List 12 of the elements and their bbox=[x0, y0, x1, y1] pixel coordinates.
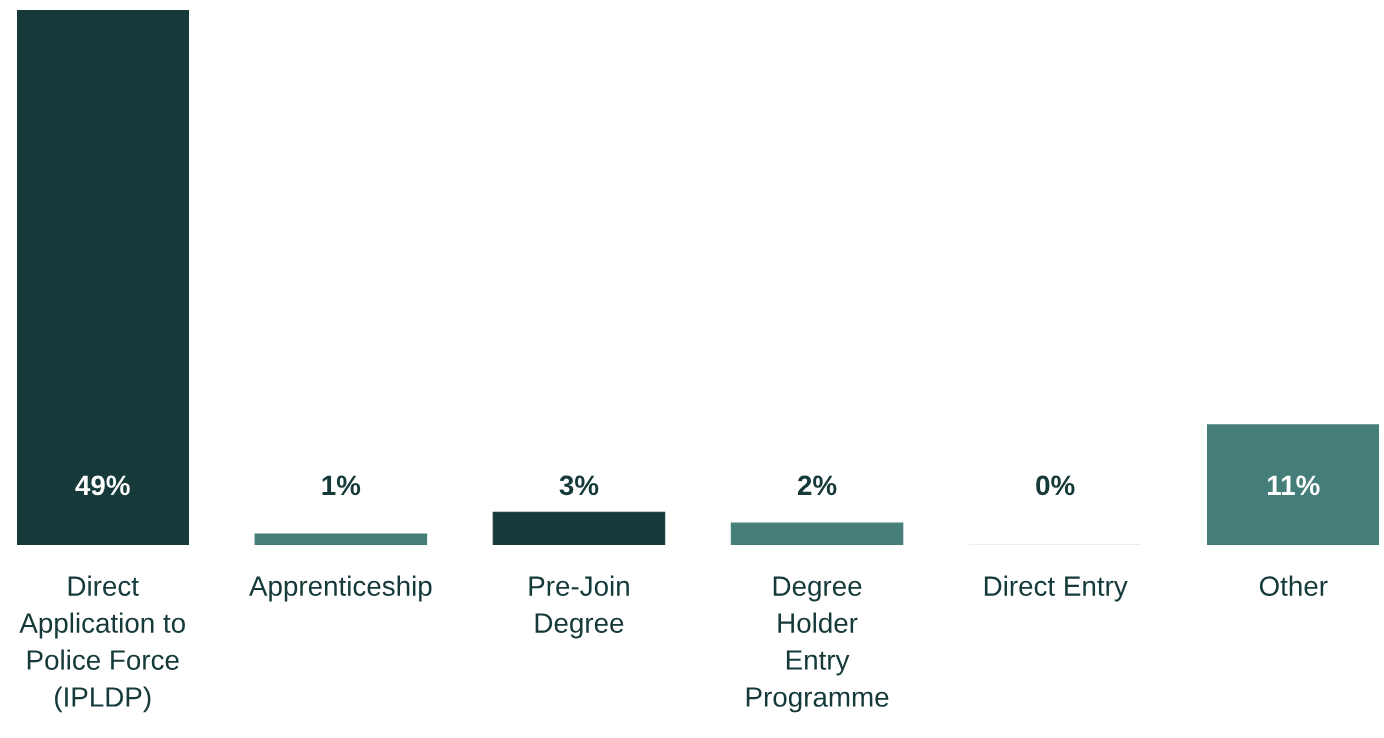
data-label: 0% bbox=[1036, 475, 1075, 496]
x-tick-label: Direct Entry bbox=[984, 575, 1128, 602]
x-tick-label: Other bbox=[1259, 575, 1328, 596]
x-tick-label: Pre-Join Degree bbox=[529, 575, 629, 639]
data-label: 1% bbox=[322, 475, 361, 496]
data-label: 3% bbox=[559, 475, 599, 496]
data-label: 2% bbox=[797, 475, 837, 496]
data-label: 49% bbox=[75, 475, 130, 496]
x-tick-label: Direct Application to Police Force (IPLDP) bbox=[19, 575, 185, 713]
x-tick-label: Apprenticeship bbox=[249, 575, 432, 602]
x-tick-label: Degree Holder Entry Programme bbox=[746, 576, 889, 713]
data-label: 11% bbox=[1268, 475, 1320, 496]
